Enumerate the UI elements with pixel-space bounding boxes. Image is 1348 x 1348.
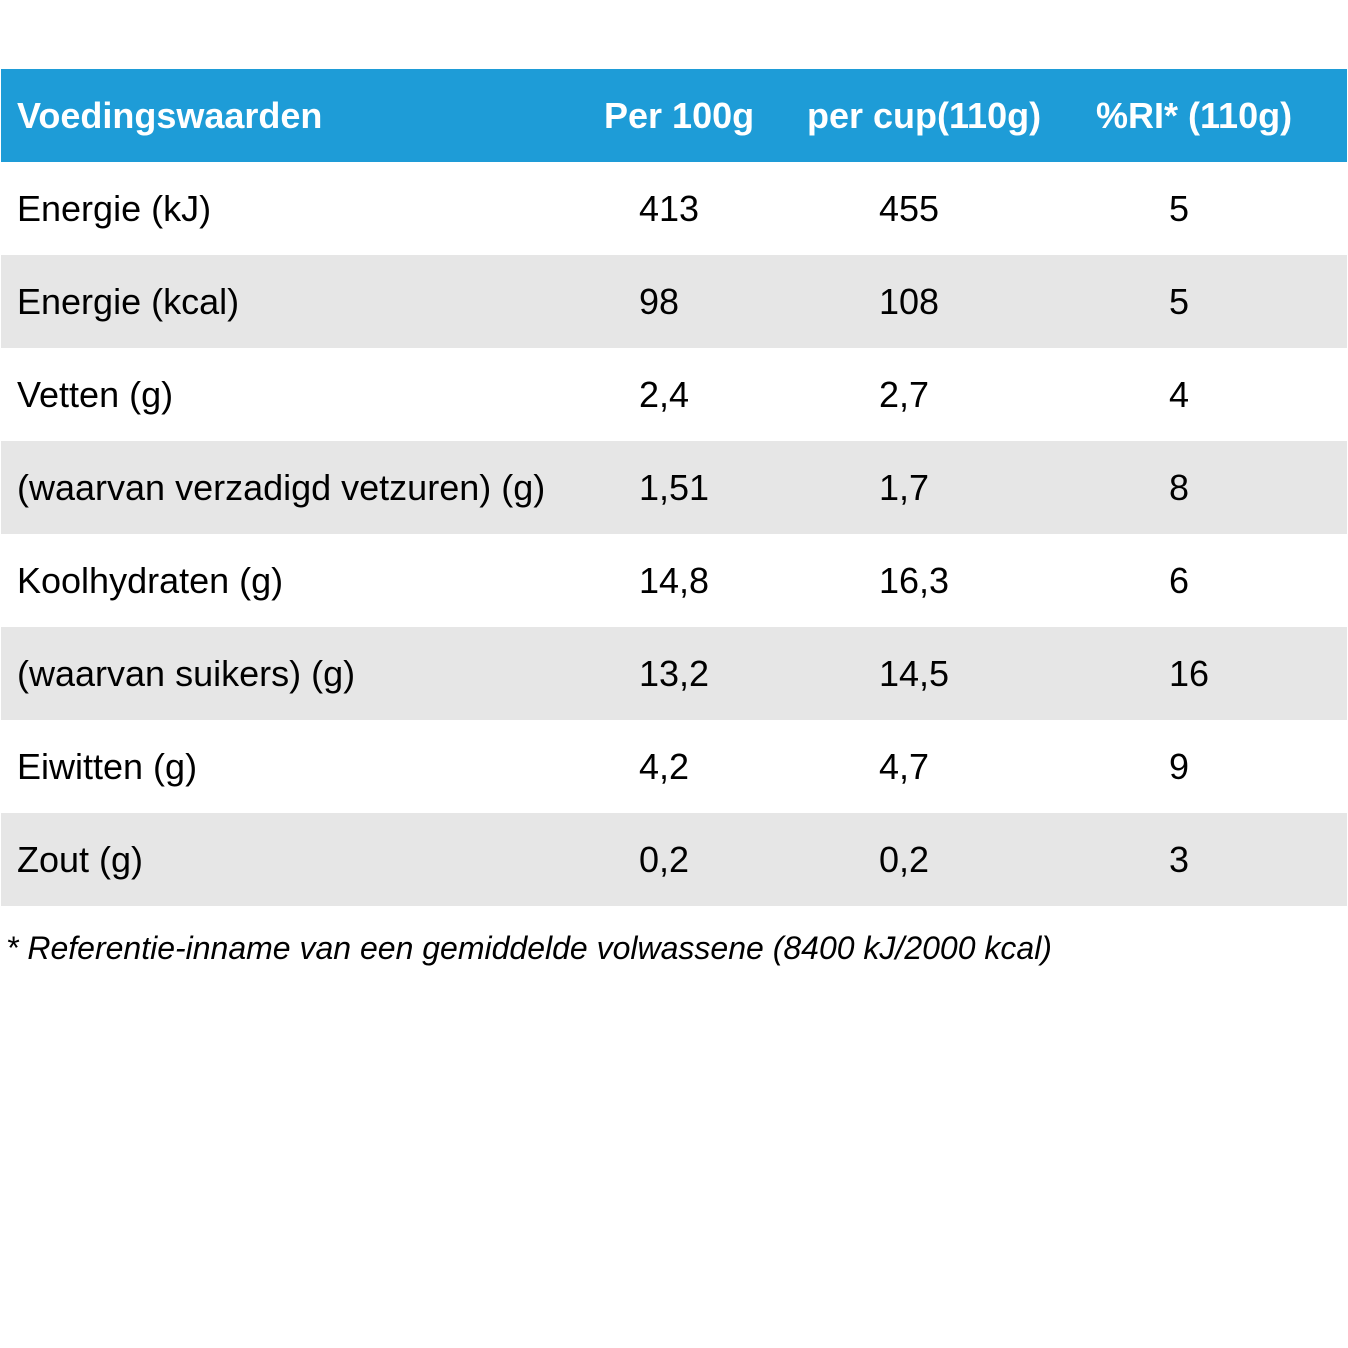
value-per-cup: 16,3 <box>879 560 950 601</box>
value-ri: 5 <box>1169 281 1190 322</box>
table-row: Zout (g) 0,2 0,2 3 <box>1 813 1347 906</box>
value-per-100g: 2,4 <box>639 374 690 415</box>
value-per-cup: 0,2 <box>879 839 930 880</box>
nutrition-table: Voedingswaarden Per 100g per cup(110g) %… <box>1 69 1347 906</box>
value-ri: 4 <box>1169 374 1190 415</box>
value-per-cup: 2,7 <box>879 374 930 415</box>
value-per-100g: 1,51 <box>639 467 710 508</box>
value-per-cup: 1,7 <box>879 467 930 508</box>
header-per-cup: per cup(110g) <box>807 95 1042 136</box>
value-ri: 6 <box>1169 560 1190 601</box>
header-nutrient: Voedingswaarden <box>17 95 323 136</box>
value-ri: 16 <box>1169 653 1210 694</box>
value-per-cup: 455 <box>879 188 940 229</box>
nutrient-label: Vetten (g) <box>17 374 174 415</box>
table-row: Koolhydraten (g) 14,8 16,3 6 <box>1 534 1347 627</box>
value-per-100g: 0,2 <box>639 839 690 880</box>
value-ri: 5 <box>1169 188 1190 229</box>
table-row: Vetten (g) 2,4 2,7 4 <box>1 348 1347 441</box>
nutrient-label: Zout (g) <box>17 839 144 880</box>
header-ri: %RI* (110g) <box>1096 95 1293 136</box>
table-row: Energie (kJ) 413 455 5 <box>1 162 1347 255</box>
value-per-100g: 13,2 <box>639 653 710 694</box>
table-row: (waarvan suikers) (g) 13,2 14,5 16 <box>1 627 1347 720</box>
value-per-100g: 413 <box>639 188 700 229</box>
value-per-100g: 14,8 <box>639 560 710 601</box>
reference-intake-footnote: * Referentie-inname van een gemiddelde v… <box>6 930 1052 966</box>
nutrient-label: (waarvan verzadigd vetzuren) (g) <box>17 467 546 508</box>
value-per-cup: 108 <box>879 281 940 322</box>
table-row: Eiwitten (g) 4,2 4,7 9 <box>1 720 1347 813</box>
table-row: Energie (kcal) 98 108 5 <box>1 255 1347 348</box>
value-per-cup: 4,7 <box>879 746 930 787</box>
value-ri: 3 <box>1169 839 1190 880</box>
value-per-100g: 4,2 <box>639 746 690 787</box>
table-header-row: Voedingswaarden Per 100g per cup(110g) %… <box>1 69 1347 162</box>
nutrient-label: Energie (kJ) <box>17 188 212 229</box>
value-ri: 8 <box>1169 467 1190 508</box>
value-per-100g: 98 <box>639 281 680 322</box>
header-per-100g: Per 100g <box>604 95 755 136</box>
nutrient-label: Energie (kcal) <box>17 281 240 322</box>
nutrient-label: Koolhydraten (g) <box>17 560 284 601</box>
table-row: (waarvan verzadigd vetzuren) (g) 1,51 1,… <box>1 441 1347 534</box>
value-ri: 9 <box>1169 746 1190 787</box>
nutrient-label: (waarvan suikers) (g) <box>17 653 356 694</box>
nutrient-label: Eiwitten (g) <box>17 746 198 787</box>
value-per-cup: 14,5 <box>879 653 950 694</box>
